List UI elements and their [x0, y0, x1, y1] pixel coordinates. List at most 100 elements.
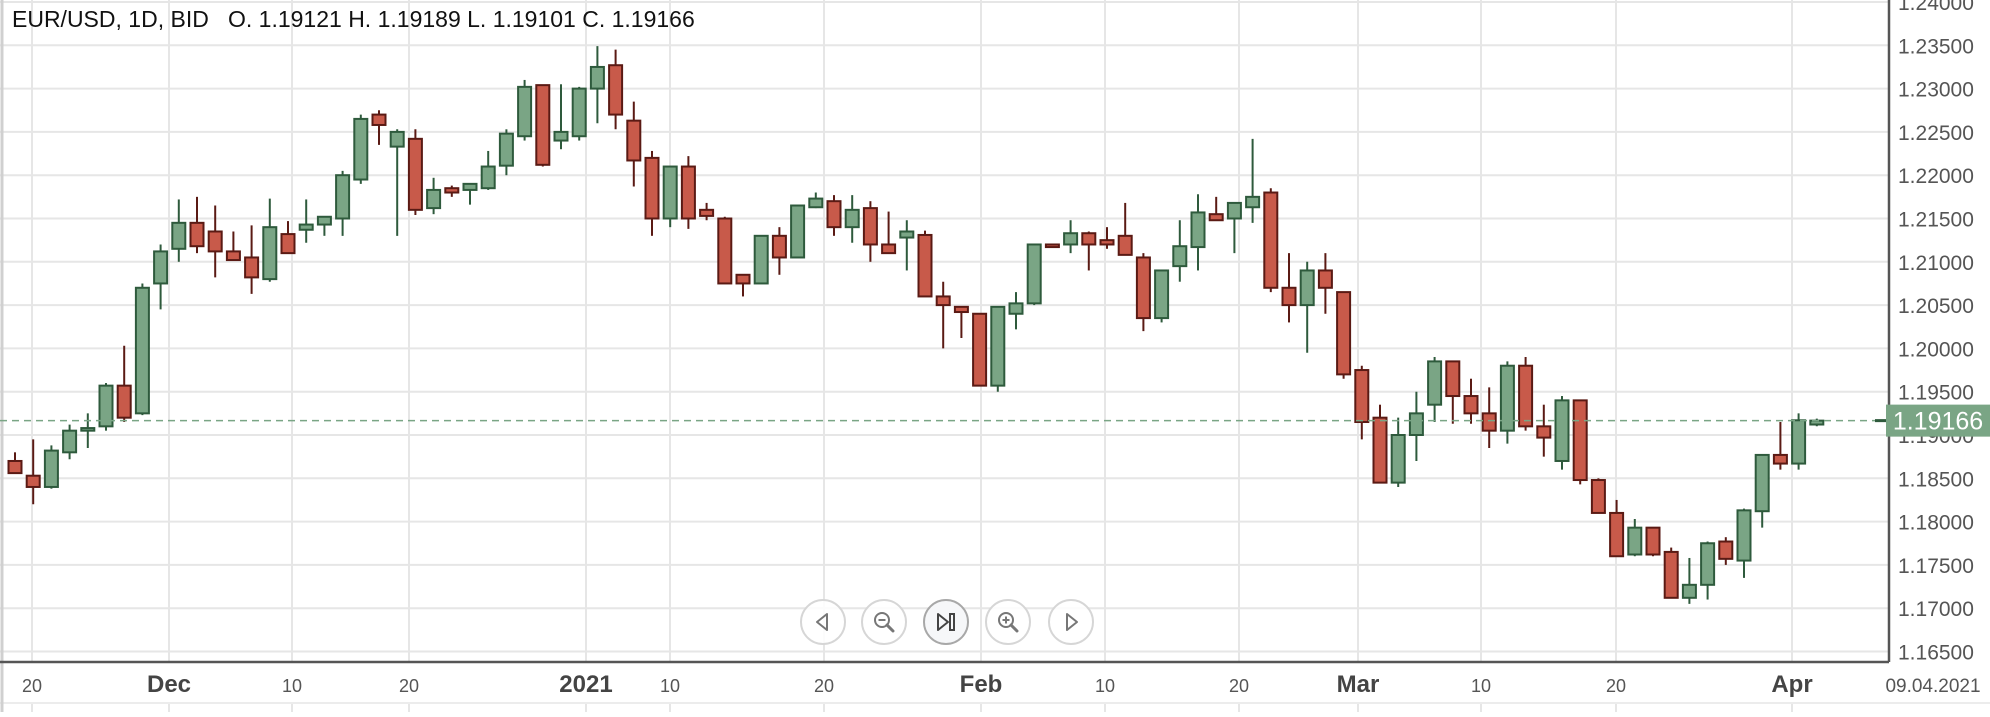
candle[interactable] — [717, 216, 733, 285]
candle[interactable] — [7, 452, 23, 475]
candle[interactable] — [1099, 227, 1115, 249]
candle[interactable] — [1408, 391, 1424, 461]
candle[interactable] — [225, 231, 241, 262]
candle[interactable] — [1590, 478, 1606, 514]
candle[interactable] — [644, 150, 660, 236]
candle[interactable] — [262, 198, 278, 282]
candle[interactable] — [171, 199, 187, 262]
candle[interactable] — [553, 84, 569, 150]
candle[interactable] — [826, 195, 842, 236]
candle[interactable] — [1190, 194, 1206, 271]
zoom-in-button[interactable] — [985, 599, 1031, 645]
candle[interactable] — [1554, 396, 1570, 470]
candle[interactable] — [1754, 453, 1770, 528]
candle[interactable] — [1372, 404, 1388, 484]
candle[interactable] — [771, 227, 787, 275]
candle[interactable] — [1518, 357, 1534, 431]
candle[interactable] — [1445, 360, 1461, 424]
candle[interactable] — [335, 170, 351, 236]
candle[interactable] — [1008, 292, 1024, 330]
candle[interactable] — [134, 283, 150, 416]
candle[interactable] — [426, 177, 442, 215]
candle[interactable] — [43, 445, 59, 489]
candle[interactable] — [662, 165, 678, 228]
candle[interactable] — [917, 230, 933, 298]
candle[interactable] — [1354, 365, 1370, 440]
candle[interactable] — [1809, 418, 1825, 427]
candle[interactable] — [1154, 269, 1170, 323]
candle[interactable] — [1263, 188, 1279, 293]
candle[interactable] — [1463, 378, 1479, 424]
candle[interactable] — [753, 234, 769, 285]
candle[interactable] — [1572, 399, 1588, 485]
candle[interactable] — [1645, 526, 1661, 557]
candle[interactable] — [735, 273, 751, 297]
reset-to-latest-button[interactable] — [923, 599, 969, 645]
scroll-right-button[interactable] — [1048, 599, 1094, 645]
candle[interactable] — [480, 150, 496, 190]
candle[interactable] — [1063, 220, 1079, 254]
candle[interactable] — [298, 199, 314, 243]
candle[interactable] — [280, 221, 296, 255]
candle[interactable] — [1700, 541, 1716, 600]
candle[interactable] — [444, 185, 460, 197]
candle[interactable] — [1044, 243, 1060, 249]
candle[interactable] — [116, 345, 132, 423]
candle[interactable] — [571, 86, 587, 141]
candle[interactable] — [972, 312, 988, 387]
candle[interactable] — [1390, 417, 1406, 487]
candle[interactable] — [535, 84, 551, 167]
candle[interactable] — [881, 211, 897, 255]
candle[interactable] — [1427, 357, 1443, 423]
candle[interactable] — [517, 79, 533, 141]
candle[interactable] — [207, 205, 223, 278]
candle[interactable] — [62, 424, 78, 460]
candle[interactable] — [790, 204, 806, 259]
candle[interactable] — [389, 129, 405, 236]
candle[interactable] — [1736, 508, 1752, 578]
candle[interactable] — [353, 114, 369, 184]
candle[interactable] — [1336, 291, 1352, 379]
candle[interactable] — [462, 182, 478, 205]
candle[interactable] — [1081, 231, 1097, 271]
candle[interactable] — [1609, 499, 1625, 558]
candle[interactable] — [1245, 138, 1261, 223]
candle[interactable] — [608, 49, 624, 130]
candle[interactable] — [589, 46, 605, 124]
candle[interactable] — [1026, 243, 1042, 306]
candle[interactable] — [899, 220, 915, 271]
candle[interactable] — [808, 192, 824, 209]
candle[interactable] — [80, 413, 96, 448]
candle[interactable] — [316, 215, 332, 236]
candle[interactable] — [1481, 387, 1497, 448]
candle[interactable] — [189, 196, 205, 254]
candle[interactable] — [680, 156, 696, 229]
candle[interactable] — [626, 101, 642, 187]
candle[interactable] — [1208, 196, 1224, 222]
candle[interactable] — [498, 129, 514, 176]
candle[interactable] — [244, 225, 260, 294]
candle[interactable] — [25, 439, 41, 505]
candle[interactable] — [153, 244, 169, 310]
candle[interactable] — [990, 305, 1006, 392]
scroll-left-button[interactable] — [800, 599, 846, 645]
candle[interactable] — [699, 202, 715, 221]
candle[interactable] — [1681, 557, 1697, 604]
candle[interactable] — [1791, 413, 1807, 470]
candle[interactable] — [1281, 253, 1297, 323]
candle[interactable] — [1117, 202, 1133, 256]
candle[interactable] — [1499, 361, 1515, 444]
candle[interactable] — [1627, 519, 1643, 557]
candle[interactable] — [1317, 253, 1333, 314]
candle[interactable] — [1172, 220, 1188, 282]
candle[interactable] — [862, 201, 878, 262]
candle[interactable] — [371, 110, 387, 145]
candle[interactable] — [953, 305, 969, 339]
candle[interactable] — [98, 383, 114, 431]
candle[interactable] — [1772, 422, 1788, 470]
candle[interactable] — [1299, 261, 1315, 353]
candle[interactable] — [1135, 253, 1151, 332]
candle[interactable] — [1663, 547, 1679, 599]
